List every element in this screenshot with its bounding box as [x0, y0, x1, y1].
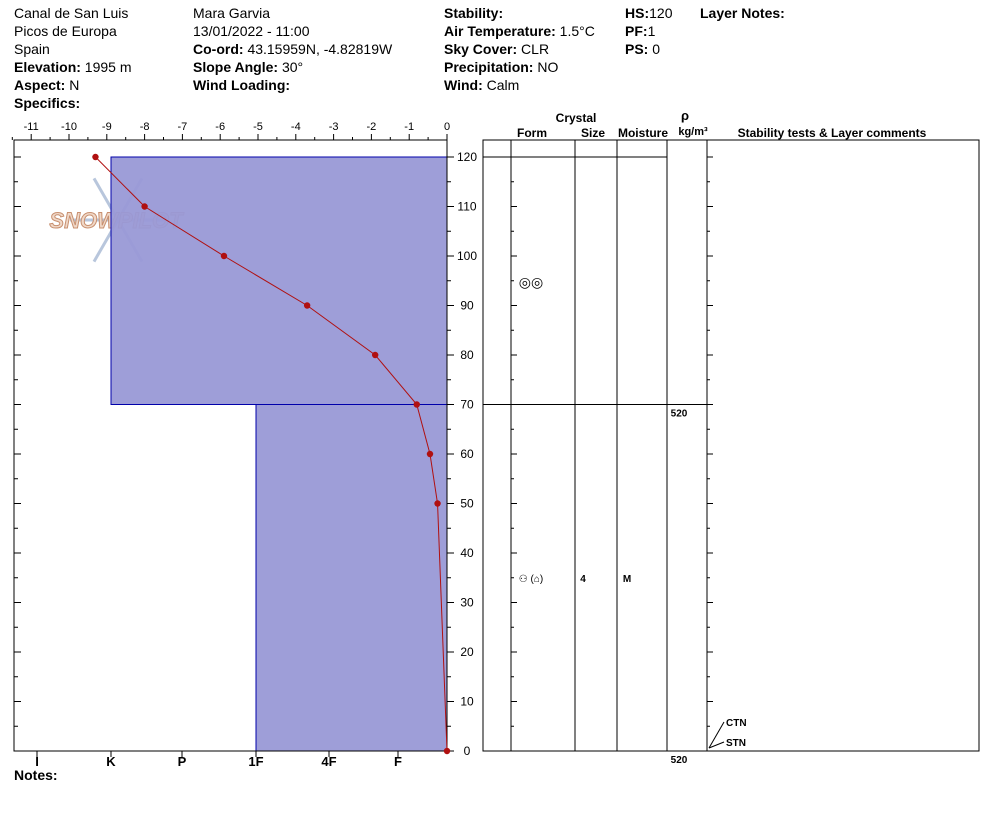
- density-unit: kg/m³: [678, 126, 708, 138]
- comments-header: Stability tests & Layer comments: [738, 126, 927, 140]
- height-tick-label: 70: [460, 398, 474, 412]
- temp-tick-label: -2: [367, 121, 377, 133]
- temperature-point: [371, 351, 379, 359]
- ps-row: PS: 0: [625, 41, 661, 57]
- layer-moisture: M: [623, 574, 631, 585]
- height-tick-label: 20: [460, 645, 474, 659]
- hardness-tick-label: P: [178, 754, 187, 769]
- aspect-row: Aspect: N: [14, 77, 80, 93]
- layer-size: 4: [580, 574, 586, 585]
- hardness-tick-label: K: [106, 754, 116, 769]
- temp-tick-label: -5: [253, 121, 263, 133]
- air-temp-row: Air Temperature: 1.5°C: [444, 23, 595, 39]
- height-tick-label: 0: [464, 744, 471, 758]
- height-tick-label: 90: [460, 299, 474, 313]
- layer-form: ◎◎: [519, 274, 543, 290]
- temperature-point: [220, 252, 228, 260]
- wind-row: Wind: Calm: [444, 77, 520, 93]
- stability-test-pointer: [708, 741, 725, 749]
- height-tick-label: 10: [460, 695, 474, 709]
- size-header: Size: [581, 126, 605, 140]
- crystal-header: Crystal: [556, 111, 597, 125]
- hardness-tick-label: F: [394, 754, 402, 769]
- height-tick-label: 100: [457, 249, 477, 263]
- height-tick-label: 30: [460, 596, 474, 610]
- stability-test-label: STN: [726, 738, 746, 749]
- layer-notes-label: Layer Notes:: [700, 5, 785, 21]
- temp-tick-label: -10: [61, 121, 77, 133]
- sky-cover-row: Sky Cover: CLR: [444, 41, 550, 57]
- temp-tick-label: -7: [178, 121, 188, 133]
- range-name: Picos de Europa: [14, 23, 117, 39]
- temperature-point: [426, 450, 434, 458]
- temp-tick-label: -3: [329, 121, 339, 133]
- temperature-point: [413, 401, 420, 408]
- coord-row: Co-ord: 43.15959N, -4.82819W: [193, 41, 393, 57]
- temperature-point: [92, 153, 99, 161]
- temperature-point: [141, 203, 148, 210]
- hardness-tick-label: I: [35, 754, 39, 769]
- notes-label: Notes:: [14, 767, 58, 783]
- height-tick-label: 50: [460, 497, 474, 511]
- observer-name: Mara Garvia: [193, 5, 271, 21]
- temp-tick-label: 0: [444, 121, 450, 133]
- slope-row: Slope Angle: 30°: [193, 59, 304, 75]
- moisture-header: Moisture: [618, 126, 668, 140]
- height-tick-label: 120: [457, 150, 477, 164]
- temp-tick-label: -1: [404, 121, 414, 133]
- height-tick-label: 60: [460, 447, 474, 461]
- temp-tick-label: -8: [140, 121, 150, 133]
- stability-label: Stability:: [444, 5, 504, 21]
- temperature-point: [303, 302, 311, 309]
- form-header: Form: [517, 126, 547, 140]
- hardness-layer-bar: [255, 404, 448, 752]
- hardness-layer-bar: [110, 156, 448, 405]
- hardness-tick-label: 1F: [248, 754, 263, 769]
- observation-datetime: 13/01/2022 - 11:00: [193, 23, 310, 39]
- elevation-row: Elevation: 1995 m: [14, 59, 132, 75]
- specifics-label: Specifics:: [14, 95, 81, 111]
- height-tick-label: 40: [460, 546, 474, 560]
- layer-table-frame: [482, 139, 980, 752]
- temperature-point: [443, 747, 451, 755]
- height-tick-label: 110: [457, 200, 476, 214]
- height-tick-label: 80: [460, 348, 474, 362]
- layer-form: ⚇ (⌂): [519, 574, 543, 585]
- precipitation-row: Precipitation: NO: [444, 59, 559, 75]
- temp-tick-label: -6: [215, 121, 225, 133]
- density-header: ρ: [681, 108, 689, 123]
- country-name: Spain: [14, 41, 50, 57]
- stability-test-label: CTN: [726, 718, 747, 729]
- location-name: Canal de San Luis: [14, 5, 129, 21]
- temp-tick-label: -9: [102, 121, 112, 133]
- density-label: 520: [671, 755, 688, 766]
- wind-loading-label: Wind Loading:: [193, 77, 291, 93]
- hardness-tick-label: 4F: [321, 754, 336, 769]
- temperature-point: [434, 500, 441, 507]
- temp-tick-label: -4: [291, 121, 301, 133]
- hs-row: HS:120: [625, 5, 673, 21]
- temp-tick-label: -11: [24, 121, 39, 133]
- profile-frame: [13, 139, 448, 752]
- density-label: 520: [671, 409, 688, 420]
- pf-row: PF:1: [625, 23, 656, 39]
- stability-test-pointer: [708, 721, 725, 749]
